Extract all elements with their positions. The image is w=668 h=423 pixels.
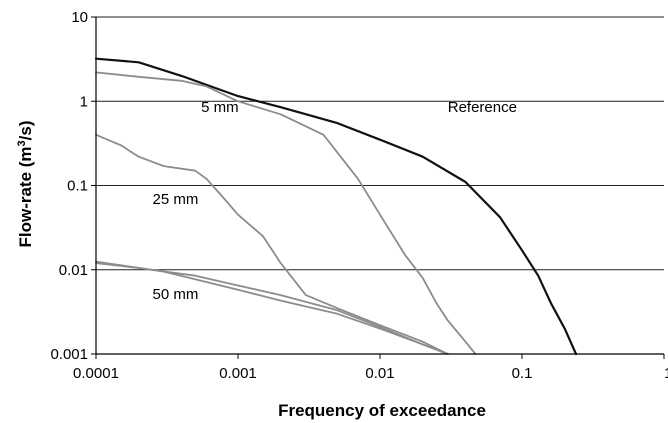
y-tick-label: 0.01 [59, 262, 88, 279]
curve-label-5-mm: 5 mm [201, 99, 239, 116]
y-axis-title-prefix: Flow-rate (m [16, 146, 35, 247]
series-line-reference [94, 57, 578, 356]
axis-ticks: 0.001 0.01 0.1 1 10 0.0001 0.001 0.01 0.1 1 [50, 9, 668, 382]
y-axis-title-sup: 3 [16, 140, 28, 146]
y-axis-title-suffix: /s) [16, 120, 35, 140]
y-tick-label: 0.001 [50, 346, 88, 363]
series-lines [94, 57, 578, 356]
y-axis-title: Flow-rate (m3/s) [16, 120, 35, 247]
series-line-25-mm [95, 133, 449, 355]
x-tick-label: 0.1 [512, 365, 533, 382]
x-tick-label: 0.01 [365, 365, 394, 382]
y-tick-label: 0.1 [67, 178, 88, 195]
x-axis-title: Frequency of exceedance [278, 401, 486, 420]
y-tick-label: 1 [80, 93, 88, 110]
y-tick-label: 10 [71, 9, 88, 26]
series-line-unlabeled-4 [95, 260, 449, 355]
series-line-5-mm [95, 71, 477, 355]
grid-lines [96, 16, 664, 271]
curve-label-25-mm: 25 mm [153, 191, 199, 208]
x-tick-label: 0.001 [219, 365, 257, 382]
curve-labels: Reference 5 mm 25 mm 50 mm [153, 99, 517, 303]
curve-label-reference: Reference [448, 99, 517, 116]
curve-label-50-mm: 50 mm [153, 286, 199, 303]
x-tick-label: 0.0001 [73, 365, 119, 382]
x-tick-label: 1 [664, 365, 668, 382]
axes [95, 17, 664, 355]
